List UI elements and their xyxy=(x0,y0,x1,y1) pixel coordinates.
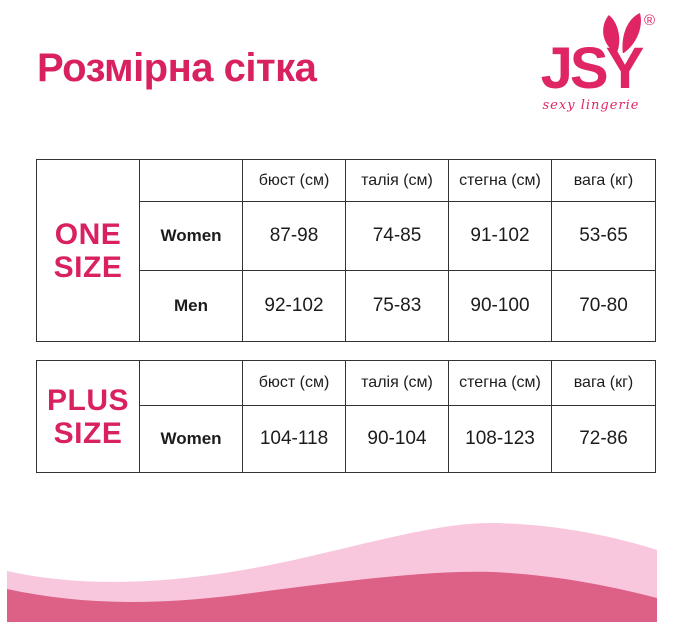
corner-cell xyxy=(139,360,243,406)
table-row-women: Women 104-118 90-104 108-123 72-86 xyxy=(37,405,656,473)
size-group-label-line: SIZE xyxy=(53,250,123,284)
value-cell-hips: 108-123 xyxy=(448,405,552,473)
value-cell-hips: 90-100 xyxy=(448,270,552,342)
value-cell-weight: 53-65 xyxy=(551,201,656,271)
size-group-label-line: PLUS xyxy=(46,383,129,417)
value-cell-hips: 91-102 xyxy=(448,201,552,271)
column-header-hips: стегна (см) xyxy=(448,360,552,406)
brand-logo: JSY ® sexy lingerie xyxy=(531,12,655,122)
column-header-weight: вага (кг) xyxy=(551,159,656,202)
value-cell-bust: 104-118 xyxy=(242,405,346,473)
value-cell-bust: 87-98 xyxy=(242,201,346,271)
row-label-women: Women xyxy=(139,405,243,473)
table-header-row: ONE SIZE бюст (см) талія (см) стегна (см… xyxy=(36,159,656,342)
wave-shapes-icon xyxy=(7,522,657,622)
row-label-women: Women xyxy=(139,201,243,271)
size-group-label-line: ONE xyxy=(54,217,122,251)
size-group-label: PLUS SIZE xyxy=(36,360,140,473)
column-header-waist: талія (см) xyxy=(345,360,449,406)
value-cell-waist: 74-85 xyxy=(345,201,449,271)
column-header-bust: бюст (см) xyxy=(242,360,346,406)
value-cell-waist: 90-104 xyxy=(345,405,449,473)
corner-cell xyxy=(139,159,243,202)
page-title: Розмірна сітка xyxy=(37,46,317,90)
registered-trademark-icon: ® xyxy=(643,12,655,29)
table-header-row: PLUS SIZE бюст (см) талія (см) стегна (с… xyxy=(36,360,656,473)
plus-size-table: PLUS SIZE бюст (см) талія (см) стегна (с… xyxy=(36,360,656,473)
size-group-label-line: SIZE xyxy=(53,416,123,450)
logo-tagline: sexy lingerie xyxy=(542,98,640,114)
logo-leaf-icon xyxy=(603,12,641,54)
value-cell-weight: 72-86 xyxy=(551,405,656,473)
column-header-hips: стегна (см) xyxy=(448,159,552,202)
value-cell-weight: 70-80 xyxy=(551,270,656,342)
table-row-men: Men 92-102 75-83 90-100 70-80 xyxy=(37,270,656,342)
column-header-bust: бюст (см) xyxy=(242,159,346,202)
size-group-label: ONE SIZE xyxy=(36,159,140,342)
value-cell-waist: 75-83 xyxy=(345,270,449,342)
column-header-weight: вага (кг) xyxy=(551,360,656,406)
table-row-women: Women 87-98 74-85 91-102 53-65 xyxy=(37,201,656,271)
row-label-men: Men xyxy=(139,270,243,342)
value-cell-bust: 92-102 xyxy=(242,270,346,342)
decorative-wave-footer xyxy=(7,505,657,622)
one-size-table: ONE SIZE бюст (см) талія (см) стегна (см… xyxy=(36,159,656,342)
column-header-waist: талія (см) xyxy=(345,159,449,202)
